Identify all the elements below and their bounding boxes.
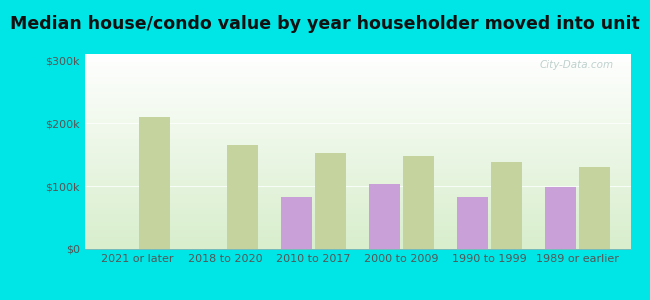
Bar: [369, 184, 400, 249]
Bar: [403, 156, 434, 249]
Bar: [227, 145, 258, 249]
Bar: [457, 197, 488, 249]
Bar: [139, 117, 170, 249]
Bar: [579, 167, 610, 249]
Bar: [545, 188, 576, 249]
Bar: [491, 162, 522, 249]
Bar: [281, 197, 312, 249]
Bar: [315, 153, 346, 249]
Text: City-Data.com: City-Data.com: [540, 60, 614, 70]
Text: Median house/condo value by year householder moved into unit: Median house/condo value by year househo…: [10, 15, 640, 33]
